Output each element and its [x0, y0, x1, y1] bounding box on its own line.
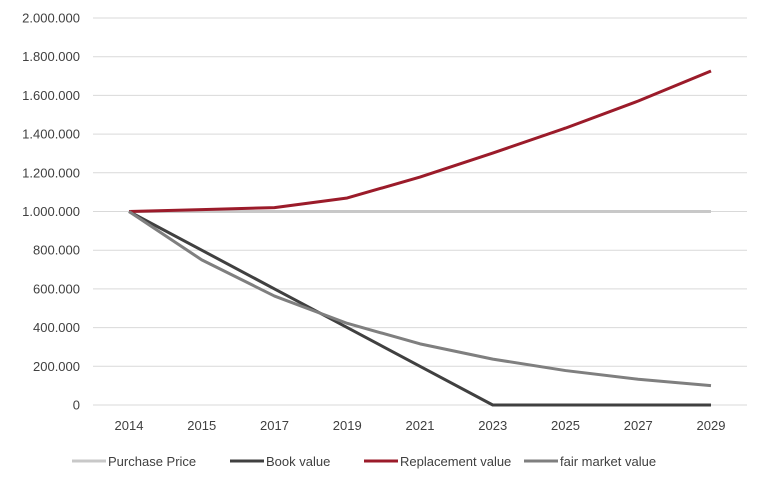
series-line-book-value [128, 210, 711, 407]
x-tick-label: 2017 [260, 418, 289, 433]
legend-label: Purchase Price [108, 454, 196, 469]
series-lines [128, 69, 712, 407]
y-tick-label: 1.000.000 [22, 204, 80, 219]
y-tick-label: 1.600.000 [22, 88, 80, 103]
legend-label: Book value [266, 454, 330, 469]
y-tick-label: 200.000 [33, 359, 80, 374]
y-tick-label: 1.800.000 [22, 49, 80, 64]
legend: Purchase Price Book value Replacement valu… [72, 454, 656, 469]
y-tick-label: 0 [73, 398, 80, 413]
y-tick-label: 2.000.000 [22, 11, 80, 26]
y-tick-label: 1.400.000 [22, 127, 80, 142]
x-tick-label: 2023 [478, 418, 507, 433]
legend-label: fair market value [560, 454, 656, 469]
legend-label: Replacement value [400, 454, 511, 469]
y-tick-label: 1.200.000 [22, 165, 80, 180]
x-tick-label: 2027 [624, 418, 653, 433]
x-axis: 2014 2015 2017 2019 2021 2023 2025 2027 2029 [115, 418, 726, 433]
x-tick-label: 2025 [551, 418, 580, 433]
y-tick-label: 600.000 [33, 281, 80, 296]
y-tick-label: 400.000 [33, 320, 80, 335]
y-tick-label: 800.000 [33, 243, 80, 258]
x-tick-label: 2019 [333, 418, 362, 433]
y-axis: 0 200.000 400.000 600.000 800.000 1.000.000 1.… [22, 11, 80, 413]
x-tick-label: 2029 [697, 418, 726, 433]
x-tick-label: 2021 [406, 418, 435, 433]
series-line-fair-market-value [128, 210, 712, 388]
series-line-replacement-value [128, 69, 712, 213]
x-tick-label: 2015 [187, 418, 216, 433]
x-tick-label: 2014 [115, 418, 144, 433]
